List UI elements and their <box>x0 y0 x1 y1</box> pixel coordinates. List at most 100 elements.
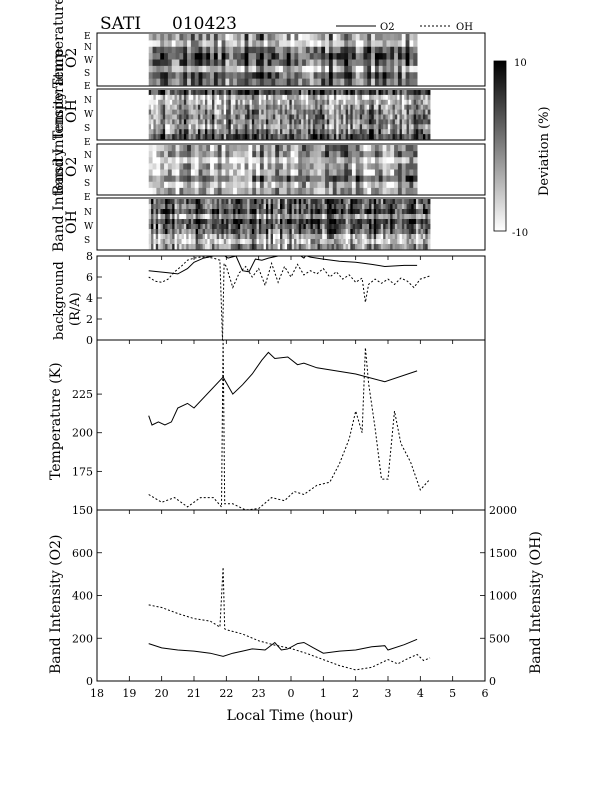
keogram-cell <box>290 72 295 80</box>
keogram-cell <box>160 65 165 73</box>
keogram-cell <box>160 145 165 152</box>
keogram-cell <box>256 46 261 54</box>
keogram-cell <box>275 124 279 130</box>
keogram-cell <box>294 104 297 110</box>
keogram-cell <box>202 234 206 240</box>
keogram-cell <box>317 244 321 250</box>
keogram-cell <box>425 229 429 235</box>
keogram-cell <box>296 204 300 210</box>
keogram-panels <box>96 32 486 251</box>
y-tick-label: 150 <box>72 504 93 517</box>
background-ylabel-line1: background <box>52 261 67 340</box>
keogram-cell <box>200 114 204 120</box>
keogram-cell <box>153 99 157 106</box>
keogram-cell <box>392 104 396 110</box>
keogram-cell <box>164 169 169 177</box>
keogram-cell <box>172 109 175 115</box>
keogram-cell <box>390 187 395 195</box>
keogram-cell <box>371 145 376 152</box>
keogram-cell <box>197 129 201 135</box>
keogram-cell <box>152 46 157 54</box>
keogram-cell <box>252 34 257 41</box>
keogram-cell <box>272 199 276 205</box>
keogram-cell <box>289 134 293 140</box>
keogram-cell <box>390 163 395 170</box>
keogram-cell <box>176 134 180 140</box>
keogram-cell <box>319 229 323 235</box>
keogram-cell <box>176 119 180 125</box>
keogram-cell <box>221 187 226 195</box>
keogram-cell <box>404 134 407 140</box>
keogram-cell <box>284 134 288 140</box>
keogram-cell <box>343 119 347 125</box>
keogram-cell <box>357 219 361 225</box>
keogram-cell <box>420 134 424 140</box>
keogram-cell <box>397 187 403 195</box>
keogram-cell <box>254 114 257 120</box>
keogram-cell <box>212 124 215 130</box>
keogram-cell <box>317 40 322 48</box>
keogram-cell <box>284 229 288 235</box>
keogram-cell <box>233 219 236 225</box>
keogram-cell <box>324 244 328 250</box>
keogram-cell <box>291 204 295 210</box>
keogram-cell <box>406 90 410 96</box>
keogram-cell <box>301 234 304 240</box>
keogram-cell <box>404 219 407 225</box>
keogram-cell <box>153 109 157 115</box>
keogram-cell <box>359 114 363 120</box>
keogram-cell <box>209 99 213 106</box>
keogram-cell <box>282 134 286 140</box>
keogram-cell <box>284 109 288 115</box>
keogram-cell <box>287 199 290 205</box>
x-tick-label: 5 <box>449 687 456 700</box>
keogram-cell <box>336 199 340 205</box>
keogram-cell <box>286 151 291 158</box>
keogram-cell <box>347 214 351 220</box>
keogram-cell <box>160 114 164 120</box>
keogram-cell <box>305 104 309 110</box>
keogram-cell <box>302 72 307 80</box>
keogram-cell <box>380 134 384 140</box>
keogram-cell <box>179 224 182 230</box>
keogram-cell <box>247 234 250 240</box>
keogram-cell <box>405 169 410 177</box>
keogram-cell <box>343 234 347 240</box>
keogram-cell <box>392 199 396 205</box>
keogram-cell <box>190 40 196 48</box>
keogram-cell <box>382 175 387 183</box>
keogram-cell <box>338 119 342 125</box>
keogram-cell <box>188 119 192 125</box>
keogram-cell <box>303 219 307 225</box>
keogram-cell <box>181 209 185 215</box>
keogram-cell <box>309 157 314 164</box>
keogram-cell <box>251 114 255 120</box>
keogram-cell <box>209 199 213 205</box>
keogram-cell <box>345 109 349 115</box>
keogram-cell <box>270 239 274 245</box>
keogram-cell <box>303 94 307 101</box>
keogram-label-band-oh-line2: OH <box>64 210 80 234</box>
keogram-cell <box>345 209 349 215</box>
y-tick-label: 600 <box>72 547 93 560</box>
keogram-cell <box>317 129 321 135</box>
keogram-cell <box>291 209 295 215</box>
keogram-cell <box>362 134 365 140</box>
keogram-cell <box>326 90 330 96</box>
keogram-cell <box>172 94 175 101</box>
keogram-cell <box>310 109 314 115</box>
keogram-cell <box>148 46 153 54</box>
keogram-cell <box>258 219 262 225</box>
keogram-cell <box>190 53 196 60</box>
keogram-cell <box>167 224 171 230</box>
keogram-cell <box>378 78 383 86</box>
keogram-cell <box>179 40 184 48</box>
keogram-cell <box>148 224 152 230</box>
keogram-cell <box>321 40 326 48</box>
keogram-cell <box>382 157 387 164</box>
keogram-cell <box>423 99 426 106</box>
keogram-cell <box>329 224 332 230</box>
keogram-cell <box>209 119 213 125</box>
keogram-cell <box>394 72 399 80</box>
